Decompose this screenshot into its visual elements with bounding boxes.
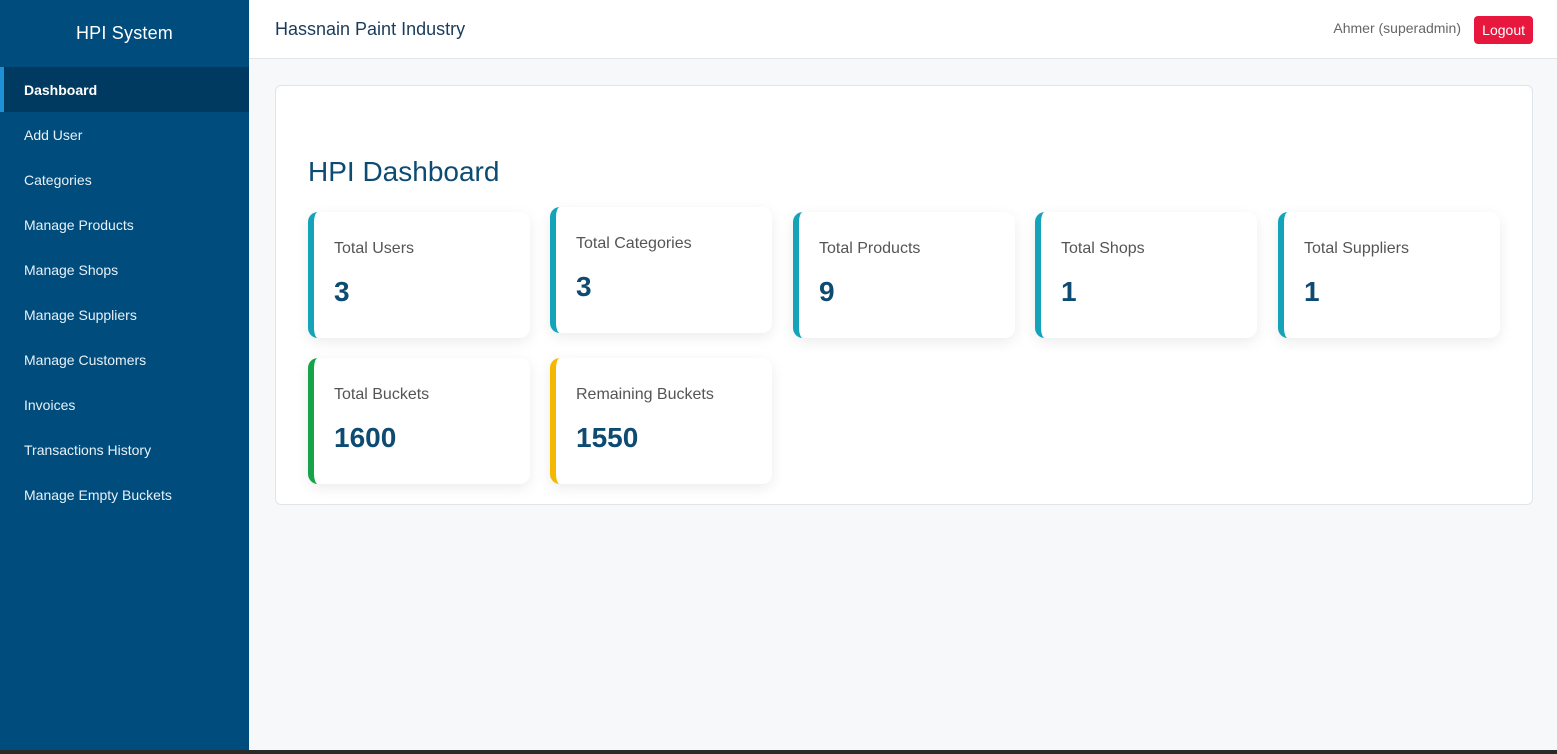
taskbar-strip: [0, 750, 1557, 754]
stat-card-label: Total Users: [334, 240, 415, 257]
sidebar-item-manage-shops[interactable]: Manage Shops: [24, 261, 119, 278]
stat-card-total-products: Total Products 9: [793, 212, 1015, 338]
stat-card-total-users: Total Users 3: [308, 212, 530, 338]
stat-card-total-shops: Total Shops 1: [1035, 212, 1257, 338]
sidebar-item-manage-products[interactable]: Manage Products: [24, 216, 134, 233]
stat-card-label: Total Products: [819, 240, 921, 257]
stat-card-value: 1550: [576, 422, 639, 453]
dashboard-panel: HPI Dashboard Total Users 3 Total Catego…: [275, 85, 1533, 505]
stat-card-total-buckets: Total Buckets 1600: [308, 358, 530, 484]
top-header: Hassnain Paint Industry Ahmer (superadmi…: [249, 0, 1557, 59]
app-title: Hassnain Paint Industry: [275, 19, 466, 39]
stat-card-label: Total Shops: [1061, 240, 1145, 257]
sidebar-item-manage-suppliers[interactable]: Manage Suppliers: [24, 306, 137, 323]
sidebar-item-categories[interactable]: Categories: [24, 171, 92, 188]
sidebar-item-dashboard[interactable]: Dashboard: [0, 67, 249, 112]
sidebar-item-manage-customers[interactable]: Manage Customers: [24, 351, 147, 368]
stat-card-value: 9: [819, 276, 835, 307]
stat-card-remaining-buckets: Remaining Buckets 1550: [550, 358, 772, 484]
page-title: HPI Dashboard: [308, 156, 500, 187]
stat-card-label: Total Suppliers: [1304, 240, 1409, 257]
stat-card-value: 3: [576, 271, 592, 302]
logout-button[interactable]: Logout: [1474, 16, 1533, 44]
stat-card-total-suppliers: Total Suppliers 1: [1278, 212, 1500, 338]
sidebar: HPI System Dashboard Add User Categories…: [0, 0, 249, 750]
sidebar-brand: HPI System: [75, 23, 174, 43]
sidebar-item-invoices[interactable]: Invoices: [24, 396, 76, 413]
stat-card-value: 1: [1304, 276, 1320, 307]
sidebar-item-transactions-history[interactable]: Transactions History: [24, 441, 152, 458]
sidebar-item-manage-empty-buckets[interactable]: Manage Empty Buckets: [24, 486, 172, 503]
sidebar-item-add-user[interactable]: Add User: [24, 126, 83, 143]
sidebar-nav: Dashboard Add User Categories Manage Pro…: [0, 67, 249, 517]
stat-card-value: 1: [1061, 276, 1077, 307]
stat-card-label: Total Buckets: [334, 386, 430, 403]
current-user-label: Ahmer (superadmin): [1333, 20, 1461, 36]
stat-card-total-categories: Total Categories 3: [550, 207, 772, 333]
stat-card-value: 3: [334, 276, 350, 307]
stat-card-label: Total Categories: [576, 235, 692, 252]
stat-card-label: Remaining Buckets: [576, 386, 714, 403]
stat-card-value: 1600: [334, 422, 397, 453]
